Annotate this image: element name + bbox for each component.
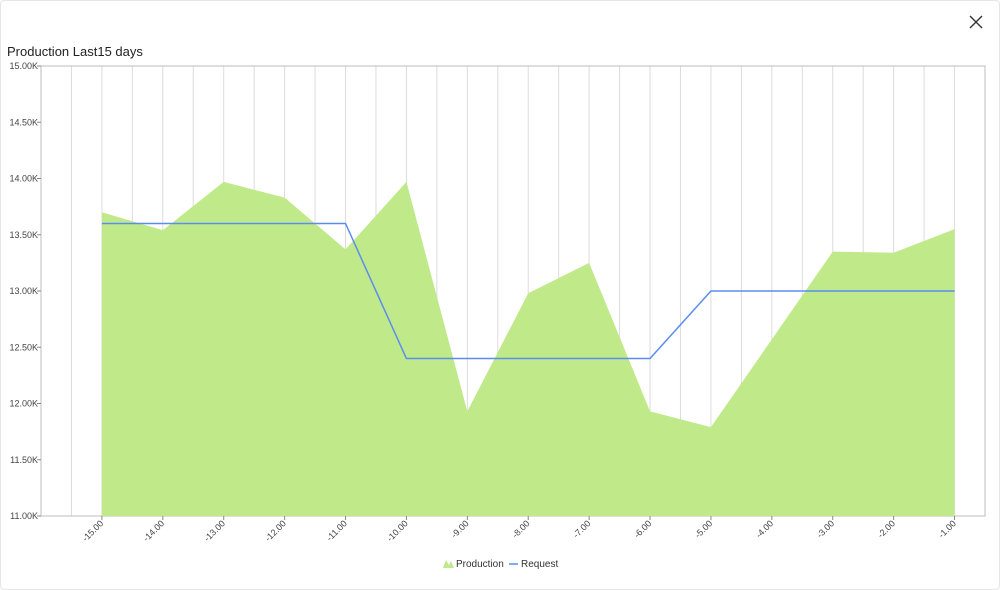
series-line-request: [101, 222, 955, 360]
x-tick-label: -5.00: [693, 518, 715, 540]
y-tick-label: 12.50K: [9, 342, 38, 352]
x-tick-label: -4.00: [754, 518, 776, 540]
x-tick-label: -12.00: [263, 518, 288, 543]
close-icon: [969, 15, 983, 29]
x-tick-label: -11.00: [324, 518, 349, 543]
series-area-production: [101, 181, 955, 516]
legend-area-icon: [443, 560, 454, 568]
y-tick-label: 13.00K: [9, 286, 38, 296]
legend-label-production: Production: [456, 559, 504, 570]
y-tick-label: 11.00K: [10, 511, 38, 521]
chart-title: Production Last15 days: [7, 44, 143, 59]
y-tick-label: 11.50K: [10, 455, 38, 465]
y-tick-label: 14.00K: [9, 174, 38, 184]
y-tick-label: 14.50K: [9, 117, 38, 127]
x-tick-label: -3.00: [815, 518, 837, 540]
x-tick-label: -9.00: [449, 518, 471, 540]
x-tick-label: -8.00: [510, 518, 532, 540]
close-button[interactable]: [965, 11, 987, 33]
x-tick-label: -13.00: [202, 518, 227, 543]
x-tick-label: -15.00: [80, 518, 105, 543]
x-tick-label: -14.00: [141, 518, 166, 543]
x-tick-label: -6.00: [632, 518, 654, 540]
x-tick-label: -1.00: [936, 518, 958, 540]
x-tick-label: -10.00: [385, 518, 410, 543]
legend: Production Request: [443, 559, 558, 570]
y-tick-label: 12.00K: [9, 399, 38, 409]
legend-label-request: Request: [521, 559, 558, 570]
y-tick-label: 13.50K: [9, 230, 38, 240]
y-tick-label: 15.00K: [9, 61, 38, 71]
x-tick-label: -2.00: [875, 518, 897, 540]
x-tick-label: -7.00: [571, 518, 593, 540]
